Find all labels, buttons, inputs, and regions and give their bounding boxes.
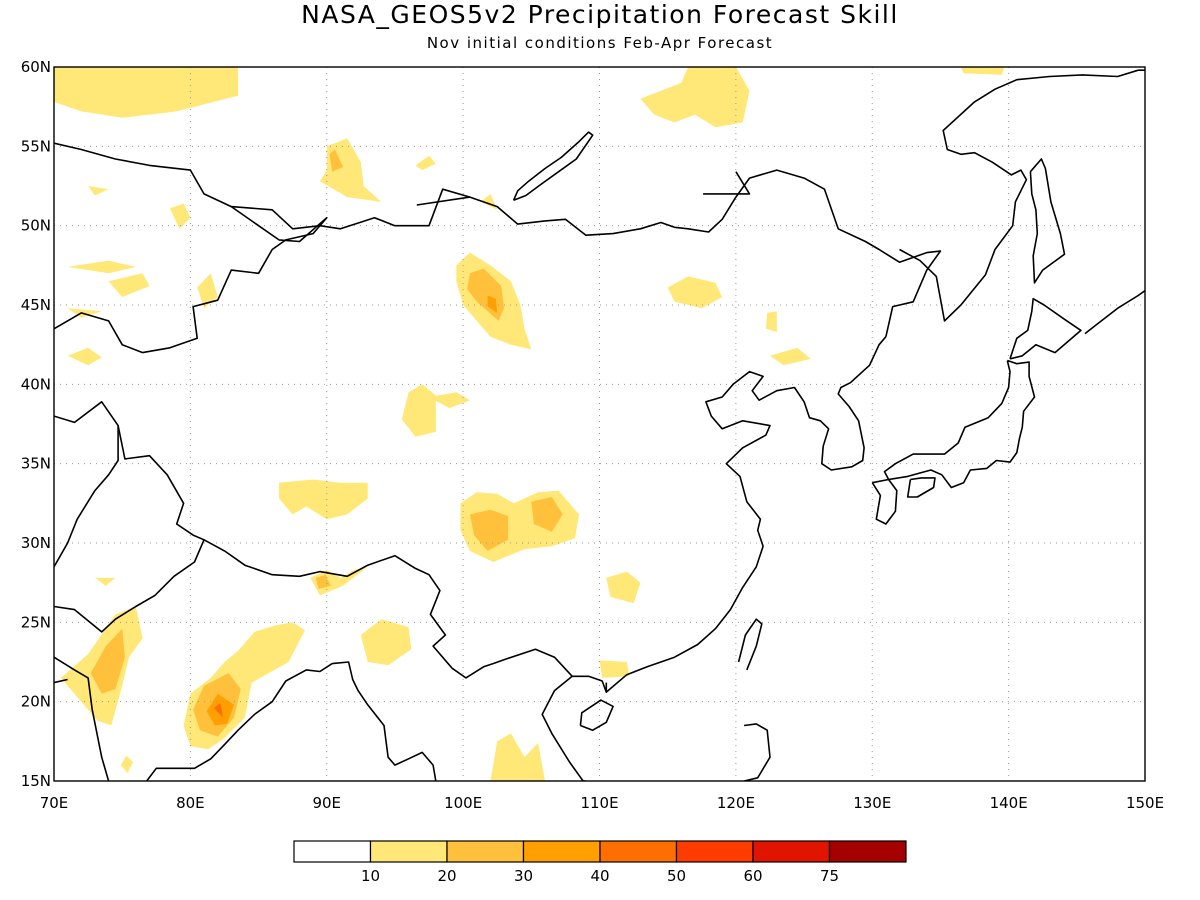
lat-tick-label: 20N [21, 693, 51, 711]
coastline [54, 142, 942, 337]
lat-tick-label: 50N [21, 217, 51, 235]
skill-region [88, 186, 109, 196]
colorbar-label: 10 [361, 867, 380, 885]
lon-tick-label: 100E [444, 794, 482, 812]
chart-title: NASA_GEOS5v2 Precipitation Forecast Skil… [301, 0, 899, 29]
skill-region [67, 308, 102, 318]
map-border [53, 66, 1146, 782]
lon-tick-label: 110E [580, 794, 618, 812]
skill-region [667, 276, 723, 309]
axis-labels: 70E 80E 90E 100E 110E 120E 130E 140E 150E 15N 20N 2… [21, 58, 1164, 812]
skill-region [67, 347, 102, 366]
colorbar-label: 20 [437, 867, 456, 885]
coastline [1009, 297, 1082, 360]
skill-region [329, 149, 344, 172]
coastline [541, 336, 887, 781]
colorbar-swatch [675, 840, 754, 863]
skill-region [770, 347, 811, 366]
lat-tick-label: 30N [21, 534, 51, 552]
colorbar-swatch [599, 840, 678, 863]
coastline [743, 723, 771, 781]
gridlines [54, 67, 1145, 781]
colorbar-swatch [446, 840, 525, 863]
coastline [871, 478, 898, 525]
lon-tick-label: 70E [40, 794, 69, 812]
coastline [54, 656, 110, 781]
coastline [906, 477, 936, 498]
lon-tick-label: 120E [717, 794, 755, 812]
coastline [1084, 290, 1145, 335]
lon-tick-label: 80E [176, 794, 205, 812]
colorbar: 10 20 30 40 50 60 75 [293, 840, 907, 885]
lon-tick-label: 90E [312, 794, 341, 812]
coastline [54, 400, 119, 568]
lat-tick-label: 45N [21, 296, 51, 314]
skill-region [487, 295, 498, 313]
skill-region [90, 628, 125, 694]
colorbar-swatch [752, 840, 831, 863]
skill-region [279, 479, 368, 520]
chart-subtitle: Nov initial conditions Feb-Apr Forecast [426, 34, 774, 52]
coastline [54, 539, 205, 633]
coastline [146, 661, 437, 781]
coastline-layer [54, 69, 1145, 781]
colorbar-label: 50 [667, 867, 686, 885]
skill-region [108, 273, 150, 298]
skill-region [319, 138, 382, 202]
skill-region [360, 619, 412, 666]
colorbar-swatch [522, 840, 601, 863]
lon-tick-label: 140E [990, 794, 1028, 812]
skill-region [415, 155, 436, 171]
skill-region [765, 311, 777, 332]
skill-region [429, 392, 470, 409]
coastline [1029, 158, 1066, 284]
coastline [899, 69, 1145, 322]
coastline [737, 618, 763, 671]
skill-region [54, 67, 239, 118]
skill-region [213, 703, 224, 718]
colorbar-label: 40 [590, 867, 609, 885]
colorbar-label: 30 [514, 867, 533, 885]
skill-region [490, 733, 545, 781]
skill-region [599, 660, 630, 678]
skill-region [94, 577, 116, 586]
lat-tick-label: 60N [21, 58, 51, 76]
skill-region [315, 574, 331, 589]
skill-region [960, 67, 1005, 75]
colorbar-label: 60 [743, 867, 762, 885]
colorbar-swatch [828, 840, 907, 863]
colorbar-label: 75 [820, 867, 839, 885]
skill-region [401, 384, 436, 437]
skill-region [310, 566, 368, 596]
coastline [416, 196, 471, 206]
lat-tick-label: 55N [21, 137, 51, 155]
coastline [117, 425, 573, 679]
skill-region [606, 571, 641, 604]
lon-tick-label: 130E [853, 794, 891, 812]
colorbar-swatch [293, 840, 372, 863]
coastline [579, 699, 614, 732]
lat-tick-label: 25N [21, 613, 51, 631]
colorbar-swatch [369, 840, 448, 863]
coastline [54, 678, 68, 684]
coastline [54, 205, 328, 354]
coastline [883, 359, 1036, 489]
lat-tick-label: 35N [21, 455, 51, 473]
skill-region [67, 260, 136, 274]
skill-shading-layer [54, 67, 1005, 781]
skill-region [120, 755, 134, 774]
skill-region [531, 497, 563, 532]
skill-region [469, 509, 509, 551]
lat-tick-label: 15N [21, 772, 51, 790]
coastline [512, 131, 594, 202]
skill-region [169, 203, 191, 229]
coastline [703, 171, 751, 195]
skill-region [197, 273, 218, 309]
skill-region [640, 67, 750, 128]
lon-tick-label: 150E [1126, 794, 1164, 812]
lat-tick-label: 40N [21, 375, 51, 393]
